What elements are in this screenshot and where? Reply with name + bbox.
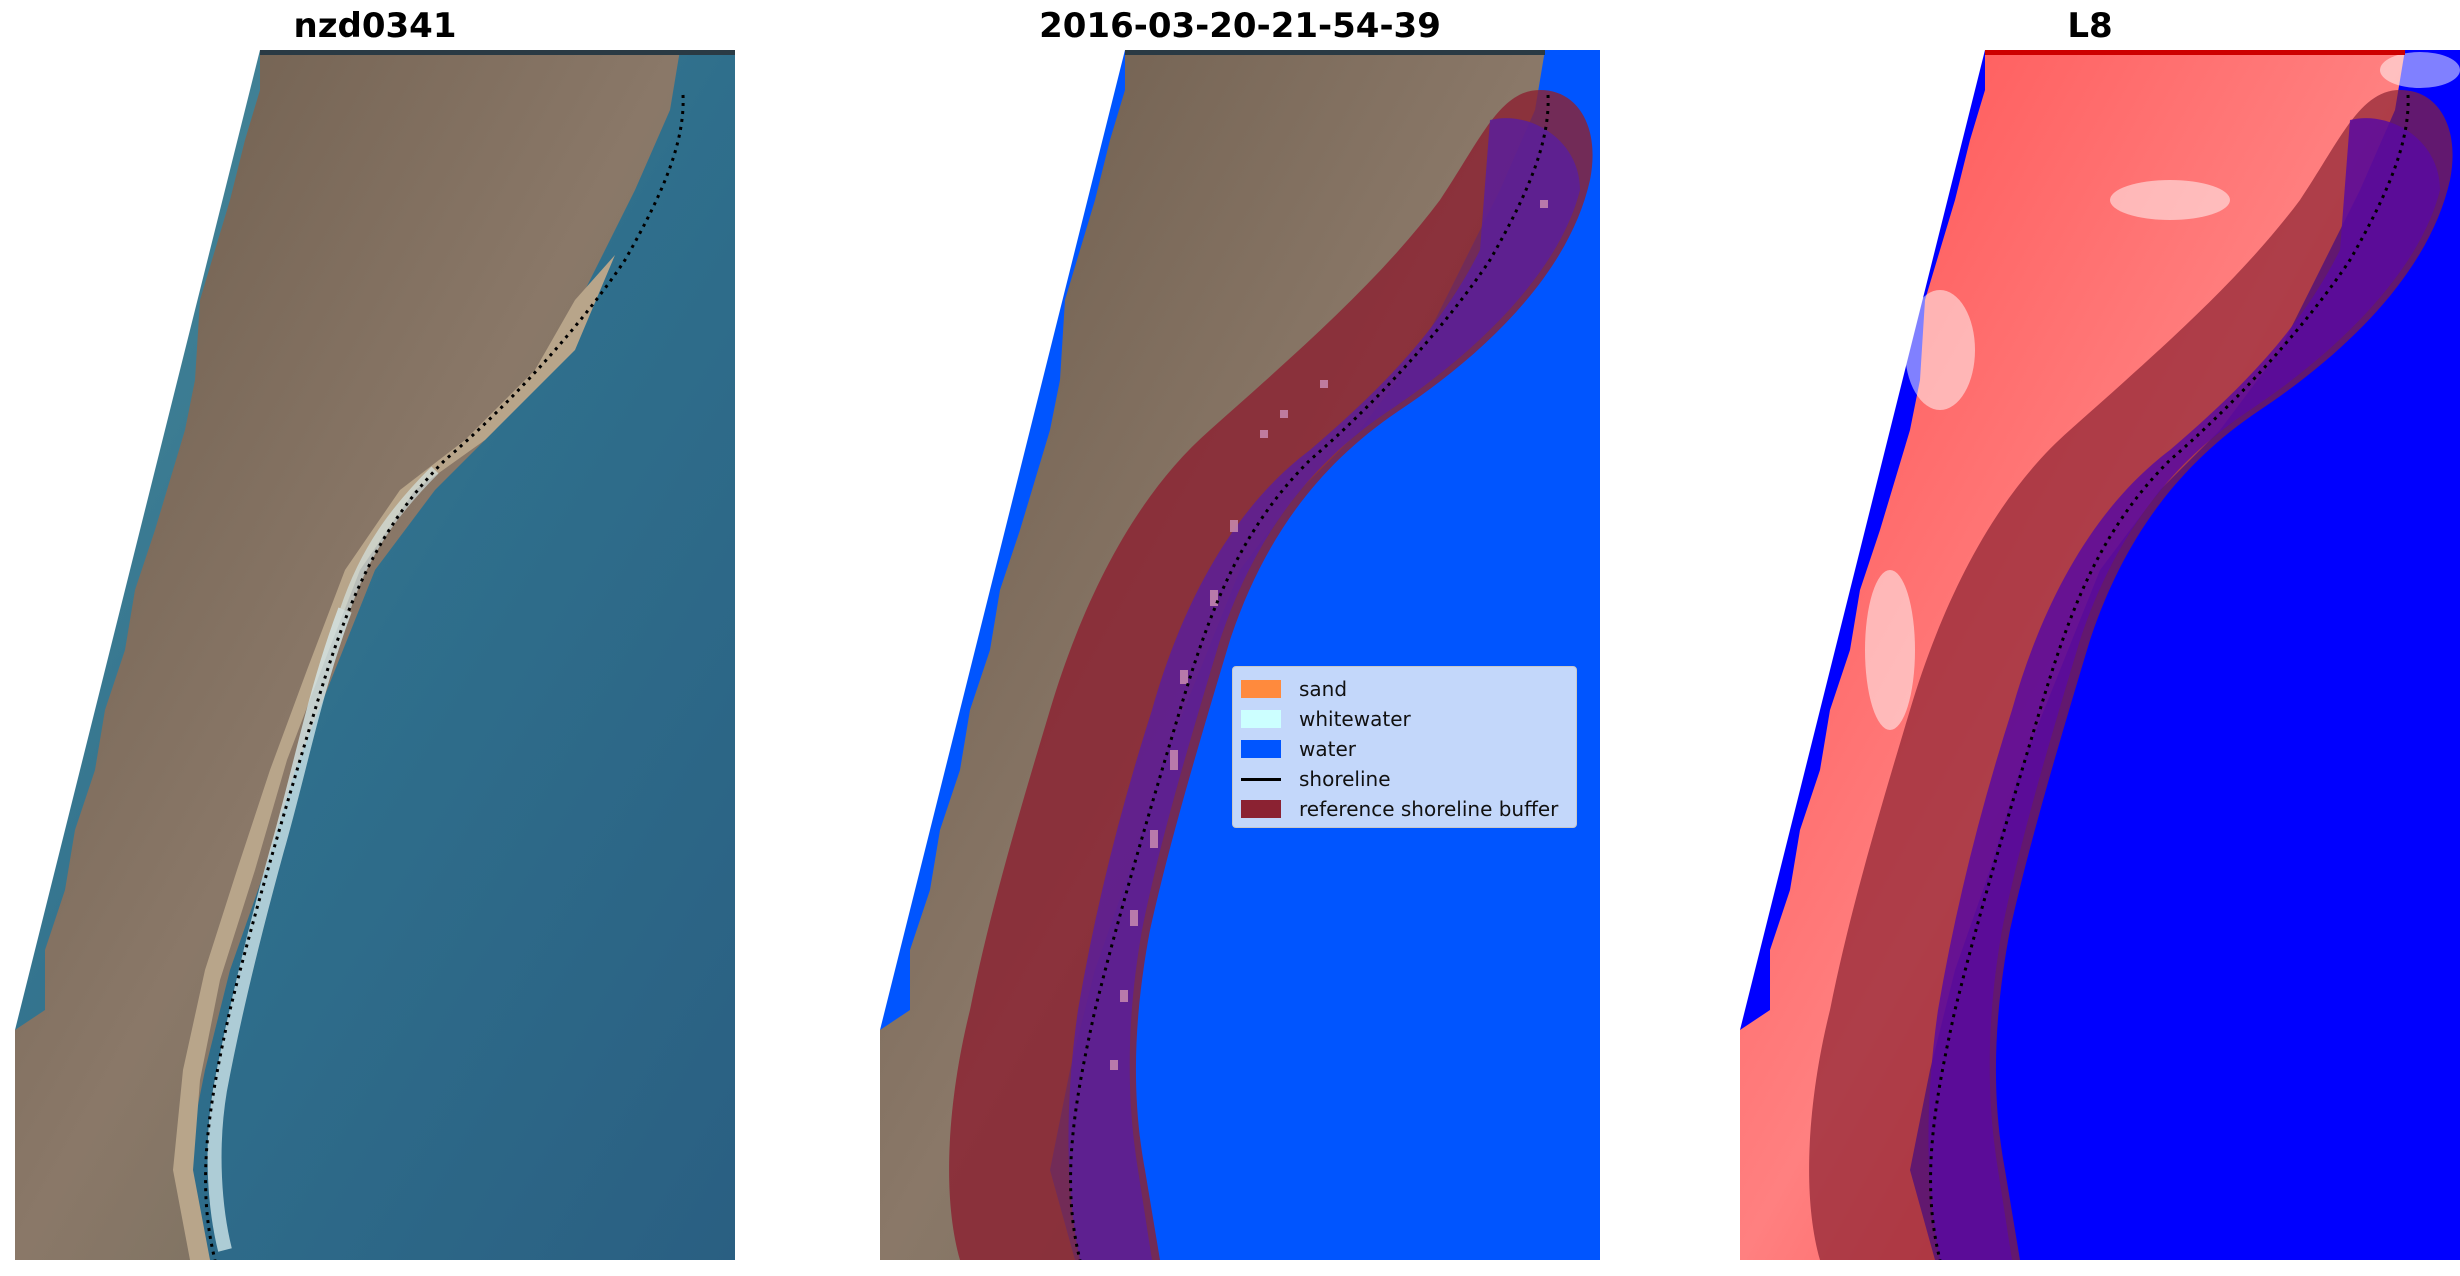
classified-image	[880, 50, 1600, 1260]
water-swatch	[1241, 740, 1281, 758]
shoreline-line-swatch	[1241, 778, 1281, 781]
legend-label: whitewater	[1299, 707, 1411, 731]
panel-title-rgb: nzd0341	[293, 6, 457, 46]
legend: sand whitewater water shoreline referenc…	[1232, 666, 1577, 828]
panel-title-index: L8	[2067, 6, 2113, 46]
legend-label: reference shoreline buffer	[1299, 797, 1559, 821]
panel-title-classified: 2016-03-20-21-54-39	[1039, 6, 1441, 46]
classified-image-panel	[880, 50, 1600, 1260]
legend-label: sand	[1299, 677, 1348, 701]
legend-label: water	[1299, 737, 1356, 761]
buffer-swatch	[1241, 800, 1281, 818]
index-image	[1740, 50, 2460, 1260]
legend-label: shoreline	[1299, 767, 1391, 791]
sand-swatch	[1241, 680, 1281, 698]
rgb-satellite-image	[15, 50, 735, 1260]
index-image-panel	[1740, 50, 2460, 1260]
rgb-image-panel	[15, 50, 735, 1260]
whitewater-swatch	[1241, 710, 1281, 728]
